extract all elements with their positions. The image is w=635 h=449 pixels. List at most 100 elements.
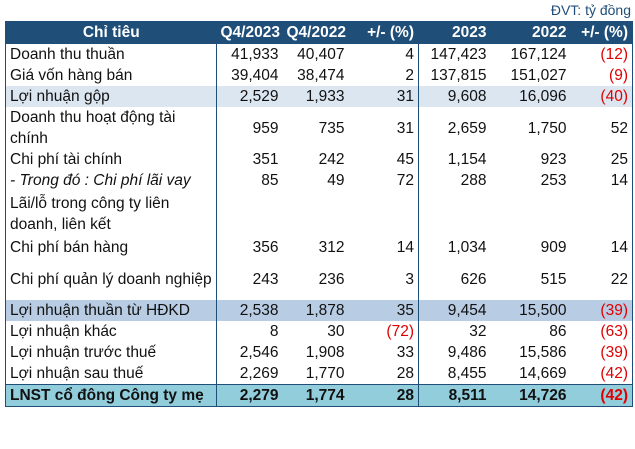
table-row: Doanh thu thuần 41,933 40,407 4 147,423 167,1… bbox=[5, 44, 633, 65]
table-row: Chi phí quản lý doanh nghiệp 243 236 3 626 51… bbox=[5, 258, 633, 300]
y2022-value: 923 bbox=[540, 151, 567, 168]
y2023-value bbox=[419, 191, 491, 237]
row-label: Lợi nhuận gộp bbox=[5, 86, 217, 107]
table-row: Lợi nhuận thuần từ HĐKD 2,538 1,878 35 9,454… bbox=[5, 300, 633, 321]
q4-2022-value: 38,474 bbox=[297, 67, 345, 84]
q-change-value: 2 bbox=[348, 65, 419, 86]
y2022-value: 909 bbox=[540, 239, 567, 256]
y2023-value: 288 bbox=[460, 172, 487, 189]
unit-label: ĐVT: tỷ đồng bbox=[550, 2, 631, 18]
row-label: Chi phí bán hàng bbox=[5, 237, 217, 258]
y2022-value: 167,124 bbox=[510, 46, 567, 63]
table-row: Lợi nhuận gộp 2,529 1,933 31 9,608 16,096 (40) bbox=[5, 86, 633, 107]
y-change-value: 14 bbox=[610, 172, 628, 189]
y2023-value: 1,034 bbox=[447, 239, 487, 256]
header-2022: 2022 bbox=[490, 21, 571, 44]
y2023-value: 1,154 bbox=[447, 151, 487, 168]
row-label: Chi phí tài chính bbox=[5, 149, 217, 170]
y-change-value: (39) bbox=[570, 300, 633, 321]
q4-2023-value: 351 bbox=[252, 151, 279, 168]
row-label: Lãi/lỗ trong công ty liên doanh, liên kế… bbox=[5, 191, 217, 237]
row-label: Doanh thu thuần bbox=[5, 44, 217, 65]
y2022-value: 253 bbox=[540, 172, 567, 189]
q-change-value: (72) bbox=[348, 321, 419, 342]
q4-2022-value: 1,770 bbox=[305, 365, 345, 382]
y-change-value: (9) bbox=[609, 67, 628, 84]
header-q4-2022: Q4/2022 bbox=[282, 21, 349, 44]
q4-2022-value bbox=[283, 191, 349, 237]
row-label: Lợi nhuận sau thuế bbox=[5, 363, 217, 385]
table-row: - Trong đó : Chi phí lãi vay 85 49 72 288 253… bbox=[5, 170, 633, 191]
row-label: Lợi nhuận thuần từ HĐKD bbox=[5, 300, 217, 321]
y2022-value: 86 bbox=[549, 323, 567, 340]
y2022-value: 515 bbox=[540, 270, 567, 288]
table-row: Lợi nhuận sau thuế 2,269 1,770 28 8,455 14,66… bbox=[5, 363, 633, 385]
row-label: Giá vốn hàng bán bbox=[5, 65, 217, 86]
y2022-value: 14,669 bbox=[519, 365, 567, 382]
q4-2022-value: 1,933 bbox=[282, 86, 349, 107]
y-change-value: (42) bbox=[570, 384, 633, 407]
header-2023: 2023 bbox=[418, 21, 491, 44]
q4-2022-value: 1,908 bbox=[305, 344, 345, 361]
y2022-value: 14,726 bbox=[490, 384, 571, 407]
q4-2023-value: 39,404 bbox=[231, 67, 279, 84]
y-change-value: (40) bbox=[570, 86, 633, 107]
q4-2023-value: 243 bbox=[252, 270, 279, 288]
q4-2023-value: 2,279 bbox=[216, 384, 283, 407]
table-row: Lợi nhuận trước thuế 2,546 1,908 33 9,486 15,… bbox=[5, 342, 633, 363]
header-row: Chỉ tiêu Q4/2023 Q4/2022 +/- (%) 2023 20… bbox=[5, 21, 633, 44]
header-q4-2023: Q4/2023 bbox=[216, 21, 283, 44]
row-label: Doanh thu hoạt động tài chính bbox=[5, 107, 217, 149]
y2023-value: 2,659 bbox=[447, 119, 487, 137]
q-change-value bbox=[348, 191, 419, 237]
q4-2023-value: 2,546 bbox=[239, 344, 279, 361]
y2022-value: 15,586 bbox=[519, 344, 567, 361]
y-change-value bbox=[571, 191, 633, 237]
q-change-value: 28 bbox=[348, 363, 419, 385]
y-change-value: (12) bbox=[600, 46, 628, 63]
q4-2022-value: 236 bbox=[318, 270, 345, 288]
q-change-value: 35 bbox=[348, 300, 419, 321]
y-change-value: (63) bbox=[600, 323, 628, 340]
q-change-value: 28 bbox=[348, 384, 419, 407]
q-change-value: 33 bbox=[348, 342, 419, 363]
q4-2022-value: 40,407 bbox=[297, 46, 345, 63]
y2022-value: 1,750 bbox=[527, 119, 567, 137]
table-row: Chi phí bán hàng 356 312 14 1,034 909 14 bbox=[5, 237, 633, 258]
row-label: Chi phí quản lý doanh nghiệp bbox=[5, 258, 217, 300]
q4-2022-value: 1,878 bbox=[282, 300, 349, 321]
y2022-value: 15,500 bbox=[490, 300, 571, 321]
y-change-value: 14 bbox=[610, 239, 628, 256]
q4-2023-value: 2,529 bbox=[216, 86, 283, 107]
y2022-value: 151,027 bbox=[510, 67, 567, 84]
y-change-value: 52 bbox=[610, 119, 628, 137]
q4-2023-value: 85 bbox=[261, 172, 279, 189]
q4-2023-value: 8 bbox=[269, 323, 279, 340]
row-label: Lợi nhuận trước thuế bbox=[5, 342, 217, 363]
q4-2023-value: 2,269 bbox=[239, 365, 279, 382]
y2023-value: 137,815 bbox=[430, 67, 487, 84]
q-change-value: 3 bbox=[348, 258, 419, 300]
y-change-value: (39) bbox=[600, 344, 628, 361]
y2023-value: 147,423 bbox=[430, 46, 487, 63]
y-change-value: 22 bbox=[610, 270, 628, 288]
y2023-value: 9,486 bbox=[447, 344, 487, 361]
table-row: Chi phí tài chính 351 242 45 1,154 923 25 bbox=[5, 149, 633, 170]
q4-2023-value: 356 bbox=[252, 239, 279, 256]
y-change-value: 25 bbox=[610, 151, 628, 168]
q4-2023-value: 41,933 bbox=[231, 46, 279, 63]
q4-2022-value: 49 bbox=[327, 172, 345, 189]
table-row: LNST cổ đông Công ty mẹ 2,279 1,774 28 8,511… bbox=[5, 384, 633, 407]
income-statement-table: Chỉ tiêu Q4/2023 Q4/2022 +/- (%) 2023 20… bbox=[5, 21, 633, 407]
header-y-change: +/- (%) bbox=[570, 21, 633, 44]
q4-2022-value: 30 bbox=[327, 323, 345, 340]
y2023-value: 9,608 bbox=[418, 86, 491, 107]
y2023-value: 32 bbox=[469, 323, 487, 340]
table-row: Doanh thu hoạt động tài chính 959 735 31 2,6… bbox=[5, 107, 633, 149]
y2023-value: 8,511 bbox=[418, 384, 491, 407]
q-change-value: 4 bbox=[348, 44, 419, 65]
row-label: LNST cổ đông Công ty mẹ bbox=[5, 384, 217, 407]
q4-2022-value: 735 bbox=[318, 119, 345, 137]
table-row: Giá vốn hàng bán 39,404 38,474 2 137,815 151,… bbox=[5, 65, 633, 86]
header-q-change: +/- (%) bbox=[348, 21, 419, 44]
